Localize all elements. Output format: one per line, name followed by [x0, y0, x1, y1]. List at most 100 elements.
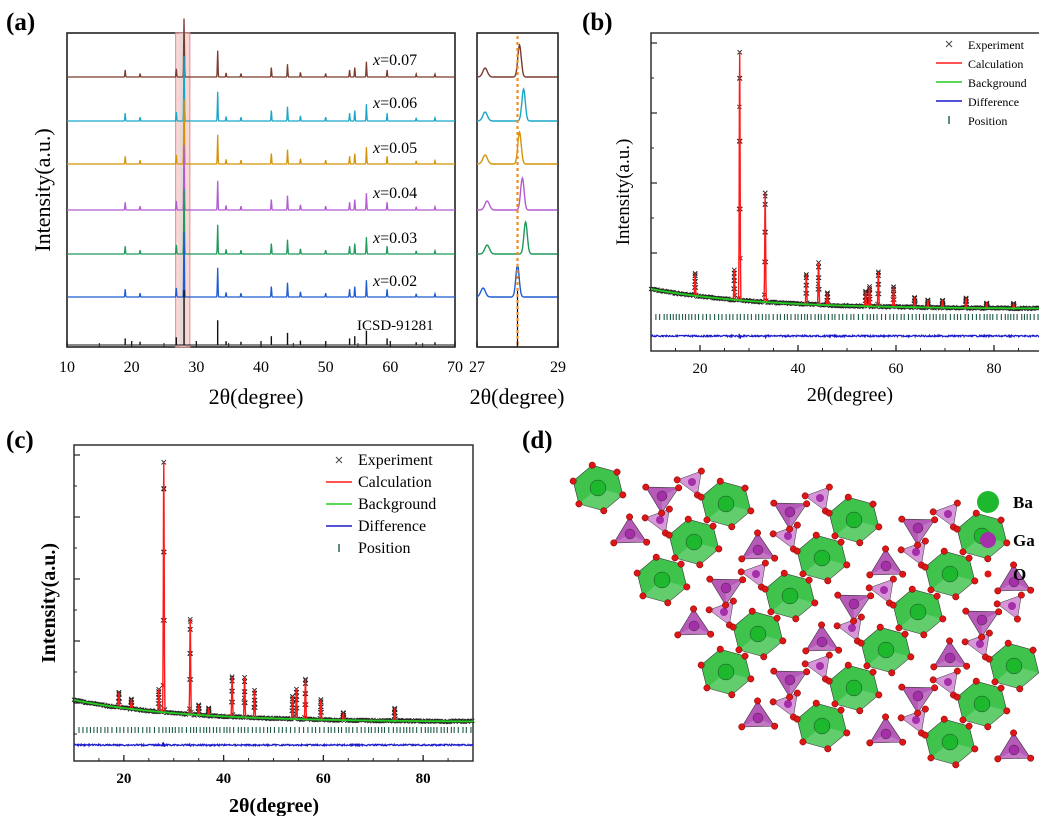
o-atom: [953, 525, 961, 533]
o-atom: [739, 576, 747, 584]
o-atom: [882, 545, 890, 553]
ba-atom: [1005, 657, 1023, 675]
o-atom: [1029, 646, 1037, 654]
o-atom: [664, 599, 672, 607]
o-atom: [771, 722, 779, 730]
panel-c: (c) 20 40 60 80 Experiment Calculation Backgr…: [6, 427, 475, 816]
legend-label-2: Calculation: [358, 474, 432, 491]
o-atom: [1017, 591, 1025, 599]
o-atom: [866, 571, 874, 579]
o-atom: [801, 492, 809, 500]
o-atom: [875, 691, 883, 699]
background-curve: [73, 699, 473, 723]
o-atom: [690, 605, 698, 613]
o-atom: [741, 484, 749, 492]
o-atom: [869, 500, 877, 508]
polyhedron-face-highlight: [770, 596, 815, 619]
panel-c-x-ticks: 20 40 60 80: [73, 755, 474, 787]
o-atom: [802, 647, 810, 655]
o-atom: [716, 477, 724, 485]
o-atom: [825, 483, 833, 491]
o-atom: [824, 577, 832, 585]
o-atom: [994, 587, 1002, 595]
legend-label-4: Difference: [358, 518, 426, 535]
o-atom: [953, 499, 961, 507]
o-atom: [901, 630, 909, 638]
o-atom: [824, 745, 832, 753]
o-atom: [863, 662, 871, 670]
o-atom: [869, 668, 877, 676]
ga-atom: [912, 548, 920, 556]
o-atom: [857, 639, 865, 647]
o-atom: [665, 505, 673, 513]
polyhedron-face-highlight: [930, 742, 975, 765]
ga-atom: [720, 582, 732, 594]
ga-atom: [720, 608, 728, 616]
o-atom: [931, 684, 939, 692]
legend-label-4: Difference: [968, 95, 1019, 109]
ga-atom: [784, 700, 792, 708]
o-atom: [771, 554, 779, 562]
o-atom: [927, 586, 935, 594]
o-atom: [876, 623, 884, 631]
xtick-label-2: 40: [791, 361, 806, 377]
o-atom: [641, 514, 649, 522]
series-line-3: [67, 98, 455, 165]
o-atom: [760, 653, 768, 661]
o-atom: [897, 714, 905, 722]
o-atom: [835, 646, 843, 654]
legend-swatch-ba: [977, 491, 999, 513]
series-label-variable: x: [372, 52, 380, 69]
ba-atom: [653, 571, 671, 589]
o-atom: [991, 678, 999, 686]
series-label-value: =0.07: [380, 52, 417, 69]
legend-label-o: O: [1013, 565, 1026, 584]
a-xtick-label-2: 20: [124, 359, 140, 376]
series-line-1: [67, 18, 455, 78]
panel-b-label: (b): [582, 9, 613, 36]
o-atom: [899, 738, 907, 746]
legend-experiment-symbol: [945, 40, 953, 48]
o-atom: [959, 716, 967, 724]
a-xtick-label-3: 30: [188, 359, 204, 376]
crystal-structure-illustration: [569, 461, 1039, 769]
o-atom: [709, 522, 717, 530]
o-atom: [697, 493, 705, 501]
ba-atom: [877, 641, 895, 659]
o-atom: [930, 663, 938, 671]
difference-curve: [73, 742, 474, 748]
xtick-label-4: 80: [416, 771, 431, 787]
o-atom: [715, 545, 723, 553]
a-xtick-label-5: 50: [318, 359, 334, 376]
calculation-curve: [650, 52, 1039, 310]
o-atom: [747, 507, 755, 515]
panel-b-legend: Experiment Calculation Background Differenc…: [936, 38, 1027, 128]
polyhedron-face-highlight: [578, 488, 623, 511]
o-atom: [799, 570, 807, 578]
o-atom: [799, 738, 807, 746]
o-atom: [801, 660, 809, 668]
polyhedron-face-highlight: [738, 634, 783, 657]
o-atom: [971, 745, 979, 753]
o-atom: [677, 560, 685, 568]
o-atom: [866, 739, 874, 747]
ba-atom: [685, 533, 703, 551]
ga-atom: [784, 532, 792, 540]
polyhedron-face-highlight: [834, 520, 879, 543]
o-atom: [792, 615, 800, 623]
panel-a-highlight-band-inner: [179, 33, 186, 347]
series-label-value: =0.06: [380, 95, 417, 112]
o-atom: [741, 652, 749, 660]
ba-atom: [717, 663, 735, 681]
o-atom: [825, 509, 833, 517]
o-atom: [675, 484, 683, 492]
o-atom: [985, 629, 993, 637]
legend-label-5: Position: [358, 540, 410, 557]
polyhedron-face-highlight: [642, 580, 687, 603]
panel-c-ylabel: Intensity(a.u.): [38, 543, 60, 663]
series-label-value: =0.03: [380, 230, 417, 247]
o-atom: [940, 547, 948, 555]
ga-atom: [880, 728, 892, 740]
o-atom: [831, 700, 839, 708]
o-atom: [837, 706, 845, 714]
